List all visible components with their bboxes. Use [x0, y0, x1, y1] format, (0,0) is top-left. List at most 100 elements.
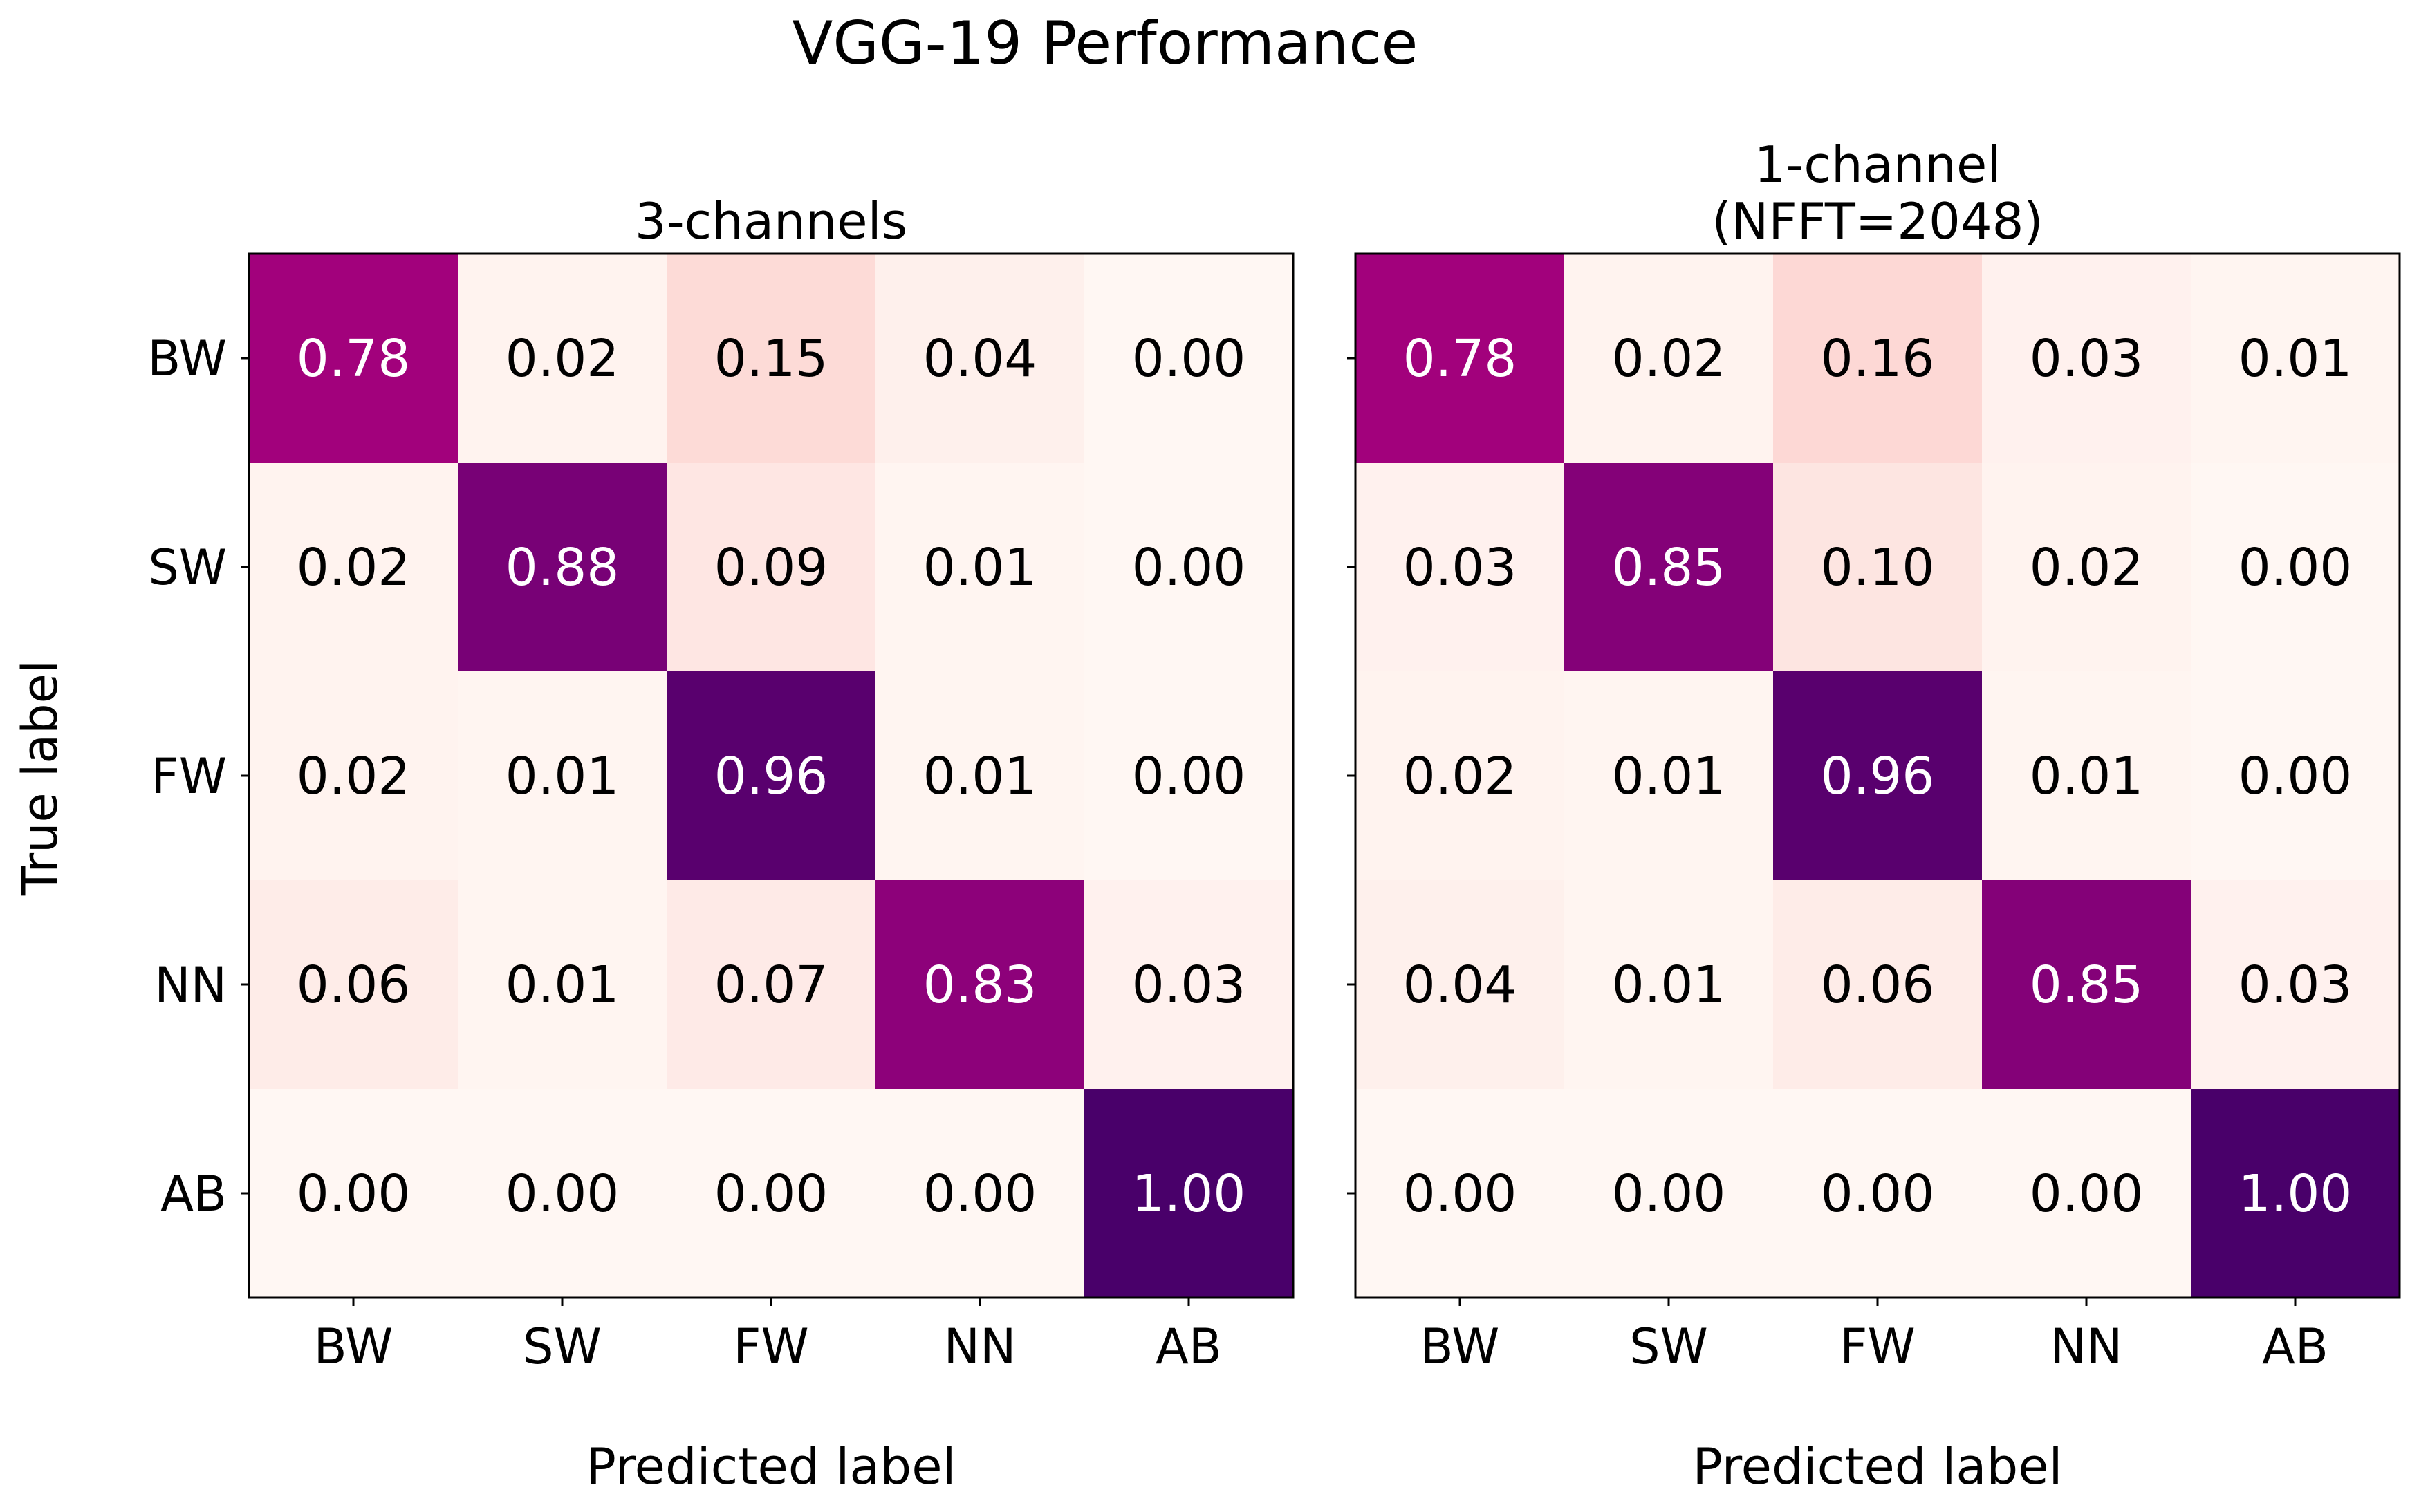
heatmap-cell — [1355, 671, 1565, 881]
cell-value-label: 0.00 — [1821, 1164, 1935, 1224]
heatmap-cell — [1084, 1089, 1294, 1298]
heatmap-cell — [2191, 880, 2400, 1090]
cell-value-label: 0.78 — [297, 329, 411, 389]
cell-value-label: 0.03 — [2030, 329, 2144, 389]
cell-value-label: 0.15 — [714, 329, 828, 389]
cell-value-label: 0.00 — [1612, 1164, 1726, 1224]
cell-value-label: 0.78 — [1403, 329, 1517, 389]
x-tick-label: AB — [1156, 1318, 1222, 1375]
cell-value-label: 0.00 — [1132, 747, 1246, 806]
heatmap-cell — [2191, 254, 2400, 463]
cell-value-label: 0.01 — [506, 747, 620, 806]
cell-value-label: 0.96 — [1821, 747, 1935, 806]
x-tick-label: FW — [1839, 1318, 1915, 1375]
heatmap-cell — [875, 880, 1085, 1090]
x-tick-label: BW — [1420, 1318, 1500, 1375]
heatmap-cell — [875, 671, 1085, 881]
heatmap-cell — [1564, 671, 1774, 881]
heatmap-cell — [458, 880, 667, 1090]
figure-title: VGG-19 Performance — [793, 9, 1418, 78]
heatmap-cell — [1355, 254, 1565, 463]
heatmap-cell — [249, 254, 458, 463]
cell-value-label: 0.01 — [923, 747, 1037, 806]
cell-value-label: 0.00 — [2239, 747, 2353, 806]
heatmap-cell — [667, 254, 876, 463]
heatmap-panel-1: 0.78 0.02 0.15 0.04 0.00 0.02 0.88 0.09 0.01 0.00… — [147, 192, 1295, 1495]
cell-value-label: 0.02 — [1612, 329, 1726, 389]
heatmap-cell — [2191, 1089, 2400, 1298]
heatmap-cell — [458, 254, 667, 463]
cell-value-label: 0.01 — [2030, 747, 2144, 806]
cell-value-label: 0.04 — [923, 329, 1037, 389]
heatmap-cell — [1355, 880, 1565, 1090]
panel-title: 3-channels — [635, 192, 907, 250]
y-tick-label: FW — [151, 748, 227, 805]
heatmap-panels: 0.78 0.02 0.15 0.04 0.00 0.02 0.88 0.09 0.01 0.00… — [147, 136, 2401, 1495]
cell-value-label: 1.00 — [1132, 1164, 1246, 1224]
cell-value-label: 0.01 — [1612, 955, 1726, 1015]
heatmap-cell — [1982, 671, 2191, 881]
cell-value-label: 0.00 — [297, 1164, 411, 1224]
cell-value-label: 0.88 — [506, 538, 620, 597]
x-tick-label: SW — [523, 1318, 602, 1375]
heatmap-cell — [1084, 254, 1294, 463]
x-tick-label: AB — [2262, 1318, 2328, 1375]
x-axis-label: Predicted label — [1692, 1437, 2062, 1495]
cell-value-label: 0.01 — [923, 538, 1037, 597]
cell-value-label: 0.85 — [1612, 538, 1726, 597]
cell-value-label: 0.01 — [506, 955, 620, 1015]
cell-value-label: 0.00 — [1132, 329, 1246, 389]
cell-value-label: 0.83 — [923, 955, 1037, 1015]
y-tick-label: SW — [148, 539, 227, 596]
cell-value-label: 0.03 — [2239, 955, 2353, 1015]
heatmap-cell — [1355, 1089, 1565, 1298]
cell-value-label: 0.03 — [1132, 955, 1246, 1015]
cell-value-label: 1.00 — [2239, 1164, 2353, 1224]
heatmap-cell — [249, 463, 458, 672]
cell-value-label: 0.07 — [714, 955, 828, 1015]
x-tick-label: NN — [2050, 1318, 2123, 1375]
cell-value-label: 0.04 — [1403, 955, 1517, 1015]
cell-value-label: 0.02 — [297, 747, 411, 806]
cell-value-label: 0.09 — [714, 538, 828, 597]
cell-value-label: 0.00 — [2239, 538, 2353, 597]
heatmap-cell — [2191, 671, 2400, 881]
y-tick-label: BW — [147, 330, 227, 387]
cell-value-label: 0.01 — [1612, 747, 1726, 806]
heatmap-cell — [1773, 671, 1983, 881]
heatmap-cell — [458, 463, 667, 672]
heatmap-panel-2: 0.78 0.02 0.16 0.03 0.01 0.03 0.85 0.10 0.02 0.00… — [1347, 136, 2401, 1495]
heatmap-cell — [1982, 880, 2191, 1090]
heatmap-cell — [1982, 254, 2191, 463]
heatmap-cell — [875, 1089, 1085, 1298]
heatmap-cell — [1564, 254, 1774, 463]
heatmap-cell — [875, 254, 1085, 463]
heatmap-cell — [458, 1089, 667, 1298]
heatmap-cell — [1355, 463, 1565, 672]
cell-value-label: 0.96 — [714, 747, 828, 806]
heatmap-cell — [1773, 880, 1983, 1090]
heatmap-cell — [1982, 463, 2191, 672]
y-tick-label: AB — [160, 1166, 227, 1222]
cell-value-label: 0.10 — [1821, 538, 1935, 597]
heatmap-cell — [458, 671, 667, 881]
heatmap-cell — [875, 463, 1085, 672]
y-tick-label: NN — [154, 957, 227, 1014]
cell-value-label: 0.00 — [714, 1164, 828, 1224]
x-tick-label: SW — [1629, 1318, 1708, 1375]
heatmap-cell — [1564, 463, 1774, 672]
heatmap-cell — [1564, 880, 1774, 1090]
heatmap-cell — [667, 880, 876, 1090]
heatmap-cell — [249, 880, 458, 1090]
x-tick-label: BW — [314, 1318, 393, 1375]
heatmap-cell — [249, 1089, 458, 1298]
x-axis-label: Predicted label — [586, 1437, 956, 1495]
cell-value-label: 0.06 — [1821, 955, 1935, 1015]
cell-value-label: 0.00 — [2030, 1164, 2144, 1224]
cell-value-label: 0.85 — [2030, 955, 2144, 1015]
heatmap-cell — [1773, 254, 1983, 463]
heatmap-cell — [249, 671, 458, 881]
panel-title: 1-channel (NFFT=2048) — [1712, 136, 2043, 250]
heatmap-cell — [1084, 463, 1294, 672]
